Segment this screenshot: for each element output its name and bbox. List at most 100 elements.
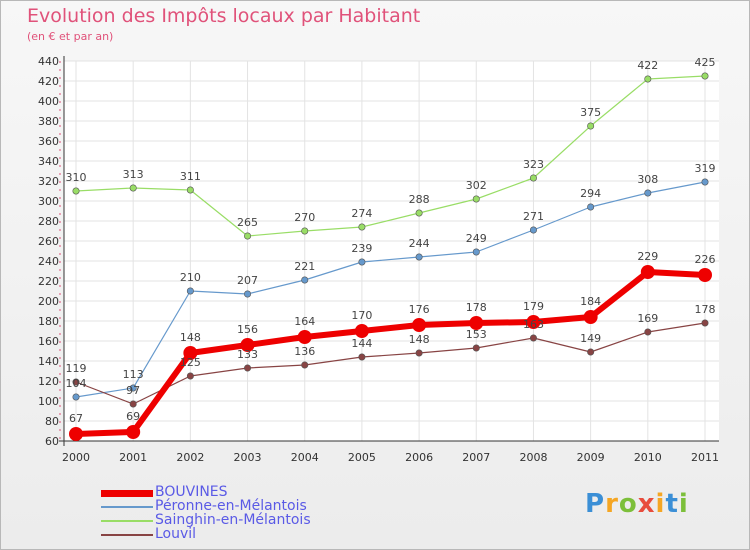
- y-tick-label: 320: [38, 175, 59, 188]
- data-point: [587, 122, 595, 130]
- logo-letter: x: [637, 489, 656, 519]
- data-label: 184: [580, 295, 601, 308]
- data-label: 178: [695, 303, 716, 316]
- x-tick-label: 2011: [691, 451, 719, 464]
- data-label: 170: [351, 309, 372, 322]
- data-point: [354, 324, 369, 338]
- data-point: [244, 290, 252, 298]
- data-label: 302: [466, 179, 487, 192]
- data-point: [644, 328, 652, 336]
- x-tick-label: 2010: [634, 451, 662, 464]
- legend-item: BOUVINES: [101, 484, 421, 500]
- data-point: [529, 334, 537, 342]
- legend-label: Louvil: [155, 526, 197, 542]
- data-point: [72, 378, 80, 386]
- data-point: [358, 258, 366, 266]
- data-point: [129, 400, 137, 408]
- legend-label: BOUVINES: [155, 484, 228, 500]
- logo-letter: r: [605, 489, 619, 519]
- data-label: 133: [237, 348, 258, 361]
- data-point: [701, 72, 709, 80]
- logo-letter: i: [655, 489, 666, 519]
- data-point: [472, 195, 480, 203]
- y-tick-label: 340: [38, 155, 59, 168]
- logo-letter: i: [678, 489, 689, 519]
- data-label: 169: [637, 312, 658, 325]
- data-point: [529, 226, 537, 234]
- data-point: [526, 315, 541, 329]
- data-label: 271: [523, 210, 544, 223]
- data-label: 310: [66, 171, 87, 184]
- data-point: [358, 223, 366, 231]
- data-point: [644, 75, 652, 83]
- data-point: [640, 265, 655, 279]
- data-point: [358, 353, 366, 361]
- x-tick-label: 2008: [519, 451, 547, 464]
- data-label: 323: [523, 158, 544, 171]
- y-tick-label: 240: [38, 255, 59, 268]
- data-label: 308: [637, 173, 658, 186]
- data-label: 178: [466, 301, 487, 314]
- y-tick-label: 140: [38, 355, 59, 368]
- logo-letter: P: [585, 489, 606, 519]
- data-point: [129, 184, 137, 192]
- data-point: [587, 203, 595, 211]
- data-label: 176: [409, 303, 430, 316]
- plot-area: [64, 61, 719, 441]
- data-label: 163: [523, 318, 544, 331]
- y-tick-label: 260: [38, 235, 59, 248]
- data-label: 210: [180, 271, 201, 284]
- data-label: 288: [409, 193, 430, 206]
- data-label: 149: [580, 332, 601, 345]
- data-point: [244, 364, 252, 372]
- y-tick-label: 100: [38, 395, 59, 408]
- data-label: 153: [466, 328, 487, 341]
- data-label: 148: [180, 331, 201, 344]
- legend-swatch: [101, 490, 153, 497]
- legend-swatch: [101, 506, 153, 508]
- data-label: 226: [695, 253, 716, 266]
- data-point: [698, 268, 712, 282]
- data-label: 229: [637, 250, 658, 263]
- data-point: [69, 427, 83, 441]
- data-point: [186, 186, 194, 194]
- legend: BOUVINES Péronne-en-Mélantois Sainghin-en-…: [101, 484, 421, 542]
- y-tick-label: 180: [38, 315, 59, 328]
- data-label: 425: [695, 56, 716, 69]
- y-tick-label: 380: [38, 115, 59, 128]
- x-tick-label: 2000: [62, 451, 90, 464]
- data-label: 69: [126, 410, 140, 423]
- legend-label: Sainghin-en-Mélantois: [155, 512, 311, 528]
- data-label: 119: [66, 362, 87, 375]
- y-tick-label: 80: [45, 415, 59, 428]
- data-point: [529, 174, 537, 182]
- data-point: [186, 372, 194, 380]
- data-point: [412, 318, 427, 332]
- data-label: 274: [351, 207, 372, 220]
- y-tick-label: 120: [38, 375, 59, 388]
- data-label: 294: [580, 187, 601, 200]
- y-tick-label: 440: [38, 55, 59, 68]
- data-point: [587, 348, 595, 356]
- data-label: 313: [123, 168, 144, 181]
- data-label: 148: [409, 333, 430, 346]
- data-label: 179: [523, 300, 544, 313]
- series-line-3: [75, 322, 706, 405]
- data-label: 422: [637, 59, 658, 72]
- data-label: 239: [351, 242, 372, 255]
- data-point: [583, 310, 598, 324]
- data-point: [186, 287, 194, 295]
- data-point: [297, 330, 312, 344]
- y-tick-label: 160: [38, 335, 59, 348]
- data-point: [240, 338, 255, 352]
- data-point: [644, 189, 652, 197]
- logo-letter: t: [665, 489, 679, 519]
- series-line-0: [75, 269, 706, 437]
- legend-item: Péronne-en-Mélantois: [101, 498, 421, 514]
- data-label: 265: [237, 216, 258, 229]
- data-point: [701, 178, 709, 186]
- data-point: [301, 361, 309, 369]
- data-label: 249: [466, 232, 487, 245]
- legend-swatch: [101, 520, 153, 522]
